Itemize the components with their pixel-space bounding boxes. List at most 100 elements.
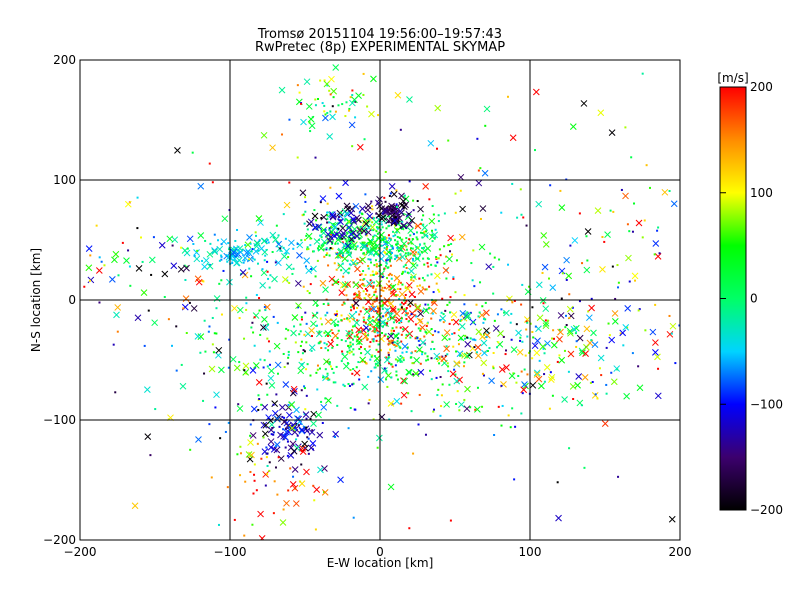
data-point-x	[258, 245, 265, 252]
data-point	[328, 361, 331, 364]
data-point-x	[308, 122, 316, 130]
data-point	[248, 258, 251, 261]
data-point	[351, 259, 354, 262]
data-point	[439, 254, 442, 257]
data-point-x	[443, 345, 450, 353]
data-point	[427, 265, 430, 268]
data-point	[482, 317, 485, 320]
data-point-x	[364, 348, 371, 356]
data-point-x	[174, 147, 181, 154]
data-point	[266, 464, 269, 467]
data-point	[442, 321, 445, 324]
data-point-x	[250, 405, 258, 413]
data-point	[189, 448, 192, 451]
data-point	[279, 247, 282, 250]
data-point	[371, 239, 374, 242]
data-point-x	[236, 306, 244, 314]
data-point-x	[268, 382, 276, 389]
data-point	[405, 333, 408, 336]
data-point	[460, 318, 463, 321]
data-point	[427, 257, 430, 260]
data-point	[380, 237, 383, 240]
data-point	[412, 199, 415, 202]
data-point	[300, 358, 303, 361]
data-point	[323, 342, 326, 345]
data-point	[507, 414, 510, 417]
data-point	[349, 306, 352, 309]
data-point	[302, 349, 305, 352]
data-point-x	[516, 348, 524, 356]
data-point	[372, 338, 375, 341]
data-point	[372, 340, 375, 343]
data-point	[374, 328, 377, 331]
data-point	[387, 335, 390, 338]
x-axis-label: E-W location [km]	[327, 556, 434, 570]
data-point-x	[458, 401, 465, 408]
data-points	[83, 64, 680, 540]
colorbar-tick-label: −100	[750, 397, 783, 411]
data-point-x	[348, 236, 355, 243]
data-point	[510, 312, 513, 315]
data-point	[350, 239, 353, 242]
data-point	[297, 351, 300, 354]
data-point-x	[257, 219, 264, 226]
data-point	[363, 297, 366, 300]
data-point	[481, 405, 484, 408]
data-point	[299, 323, 302, 326]
data-point	[319, 317, 322, 320]
data-point	[500, 424, 503, 427]
data-point	[376, 446, 379, 449]
data-point	[89, 254, 92, 257]
data-point	[320, 244, 323, 247]
data-point-x	[342, 362, 350, 370]
data-point	[454, 211, 457, 214]
data-point	[383, 196, 386, 199]
data-point-x	[292, 500, 300, 507]
data-point	[278, 425, 281, 428]
data-point	[384, 315, 387, 318]
data-point-x	[344, 205, 352, 213]
data-point-x	[406, 96, 413, 103]
data-point-x	[296, 241, 304, 249]
data-point-x	[303, 257, 311, 264]
data-point-x	[215, 346, 223, 354]
data-point	[98, 256, 101, 259]
data-point	[309, 130, 312, 133]
data-point-x	[558, 356, 566, 364]
data-point	[352, 232, 355, 235]
data-point-x	[329, 212, 337, 220]
data-point	[515, 323, 518, 326]
data-point	[322, 303, 325, 306]
data-point	[411, 257, 414, 260]
data-point-x	[416, 317, 424, 325]
data-point	[500, 308, 503, 311]
data-point	[310, 335, 313, 338]
data-point	[388, 362, 391, 365]
data-point	[492, 292, 495, 295]
data-point	[380, 289, 383, 292]
data-point	[408, 527, 411, 530]
data-point	[564, 326, 567, 329]
data-point-x	[654, 353, 661, 361]
data-point-x	[654, 253, 662, 260]
data-point	[375, 339, 378, 342]
data-point	[358, 313, 361, 316]
data-point	[343, 317, 346, 320]
data-point-x	[443, 401, 451, 408]
data-point	[446, 362, 449, 365]
data-point-x	[337, 218, 344, 226]
x-tick-label: −100	[214, 545, 247, 559]
data-point	[268, 350, 271, 353]
data-point	[376, 272, 379, 275]
data-point	[383, 286, 386, 289]
data-point	[439, 376, 442, 379]
data-point	[348, 107, 351, 110]
data-point-x	[398, 290, 406, 298]
data-point	[413, 295, 416, 298]
data-point	[348, 238, 351, 241]
data-point	[450, 242, 453, 245]
data-point	[326, 221, 329, 224]
data-point-x	[550, 341, 558, 349]
data-point	[619, 332, 622, 335]
data-point	[407, 253, 410, 256]
